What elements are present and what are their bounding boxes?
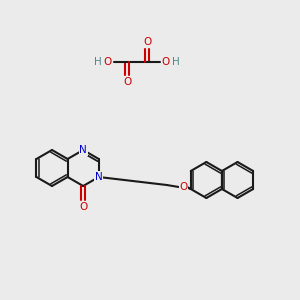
Text: O: O	[104, 57, 112, 67]
Text: O: O	[180, 182, 188, 192]
Text: H: H	[94, 57, 102, 67]
Text: N: N	[95, 172, 103, 182]
Text: O: O	[162, 57, 170, 67]
Text: O: O	[123, 77, 131, 87]
Text: H: H	[172, 57, 180, 67]
Text: O: O	[143, 37, 151, 47]
Text: N: N	[79, 145, 87, 155]
Text: O: O	[79, 202, 87, 212]
